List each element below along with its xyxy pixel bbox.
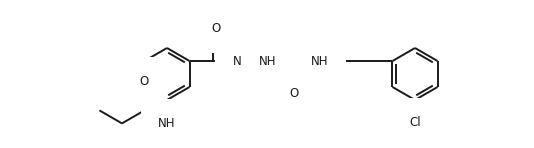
Text: NH: NH xyxy=(311,54,328,67)
Text: Cl: Cl xyxy=(409,116,421,129)
Text: NH: NH xyxy=(158,117,176,130)
Text: O: O xyxy=(289,87,298,100)
Text: NH: NH xyxy=(259,54,276,67)
Text: O: O xyxy=(140,75,149,88)
Text: NH: NH xyxy=(233,54,250,67)
Text: O: O xyxy=(211,22,220,35)
